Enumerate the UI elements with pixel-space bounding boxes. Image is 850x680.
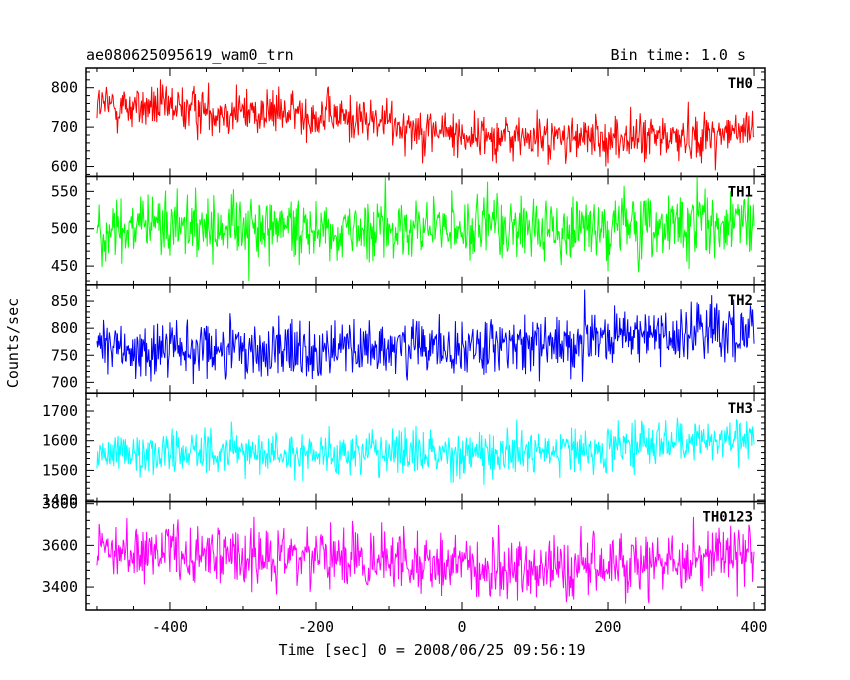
x-tick-label: -400 <box>152 618 188 636</box>
panel-name-th1: TH1 <box>728 184 753 200</box>
y-tick-label: 500 <box>51 220 78 238</box>
chart-title: ae080625095619_wam0_trn <box>86 46 294 64</box>
panels: 600 700 800 TH0 450 500 550 TH1 700 750 800 850 TH2 1… <box>42 67 766 611</box>
x-tick-label: 400 <box>741 618 768 636</box>
bin-time-label: Bin time: 1.0 s <box>611 46 746 64</box>
series-line-th0 <box>96 79 755 171</box>
y-tick-label: 700 <box>51 373 78 391</box>
series-line-th2 <box>96 289 755 385</box>
y-tick-label: 450 <box>51 257 78 275</box>
panel-name-th3: TH3 <box>728 401 753 417</box>
panel-th2: 700 750 800 850 TH2 <box>51 284 766 394</box>
x-tick-label: 200 <box>594 618 621 636</box>
panel-th1: 450 500 550 TH1 <box>51 175 766 286</box>
y-tick-label: 1500 <box>42 461 78 479</box>
series-line-th0123 <box>96 516 755 604</box>
panel-th3: 1400 1500 1600 1700 TH3 <box>42 392 766 509</box>
y-tick-label: 1400 <box>42 491 78 509</box>
y-tick-label: 850 <box>51 292 78 310</box>
panel-name-th2: TH2 <box>728 293 753 309</box>
y-tick-label: 3600 <box>42 536 78 554</box>
panel-name-th0: TH0 <box>728 76 753 92</box>
y-tick-label: 1700 <box>42 402 78 420</box>
x-axis-label: Time [sec] 0 = 2008/06/25 09:56:19 <box>278 641 585 659</box>
x-tick-label: -200 <box>298 618 334 636</box>
y-tick-label: 750 <box>51 346 78 364</box>
y-tick-label: 3400 <box>42 578 78 596</box>
series-line-th3 <box>96 417 755 485</box>
panel-th0: 600 700 800 TH0 <box>51 67 766 178</box>
y-ticks <box>86 68 765 177</box>
y-tick-label: 800 <box>51 79 78 97</box>
y-tick-label: 3800 <box>42 495 78 513</box>
x-tick-label: 0 <box>457 618 466 636</box>
y-tick-label: 1600 <box>42 432 78 450</box>
panel-th0123: 3400 3600 3800 TH0123 <box>42 495 766 611</box>
x-axis: -400 -200 0 200 400 <box>152 618 768 636</box>
y-tick-label: 600 <box>51 158 78 176</box>
panel-name-th0123: TH0123 <box>702 510 753 526</box>
series-line-th1 <box>96 176 755 281</box>
y-ticks <box>86 392 765 502</box>
y-axis-label: Counts/sec <box>4 298 22 388</box>
y-ticks <box>86 501 765 610</box>
y-ticks <box>86 175 765 285</box>
y-tick-label: 700 <box>51 118 78 136</box>
y-tick-label: 550 <box>51 182 78 200</box>
y-tick-label: 800 <box>51 319 78 337</box>
